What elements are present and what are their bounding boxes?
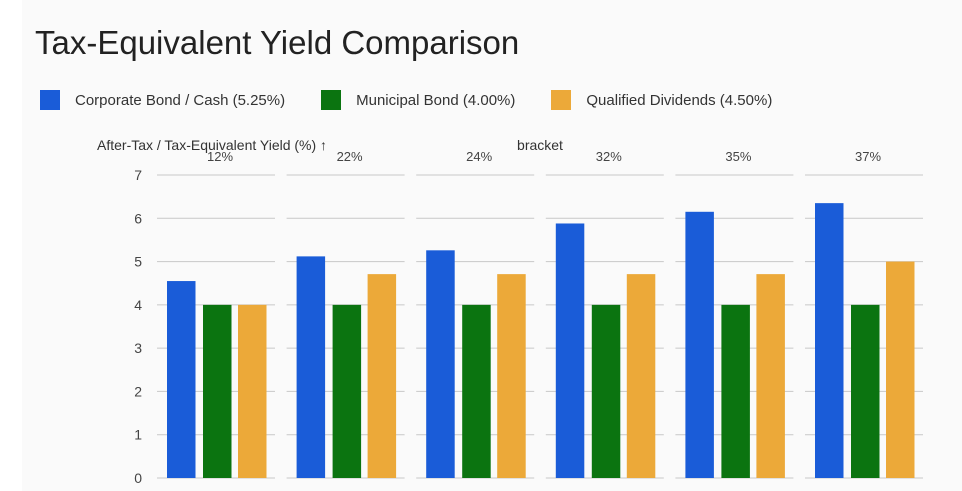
bar bbox=[167, 281, 196, 478]
legend-label: Qualified Dividends (4.50%) bbox=[586, 91, 773, 109]
bar bbox=[332, 304, 362, 478]
legend-item-corporate[interactable]: Corporate Bond / Cash (5.25%) bbox=[40, 90, 285, 110]
y-tick-label: 6 bbox=[134, 210, 142, 226]
bar bbox=[462, 304, 491, 478]
y-tick-label: 3 bbox=[134, 340, 142, 356]
chart-title: Tax-Equivalent Yield Comparison bbox=[35, 24, 520, 61]
y-tick-label: 4 bbox=[134, 297, 142, 313]
bar bbox=[851, 304, 880, 478]
bar bbox=[886, 261, 915, 478]
facet-label: 35% bbox=[725, 149, 751, 164]
y-tick-label: 0 bbox=[134, 470, 142, 486]
bar bbox=[626, 274, 656, 478]
bar bbox=[815, 203, 844, 478]
bar bbox=[721, 304, 750, 478]
legend-label: Corporate Bond / Cash (5.25%) bbox=[75, 91, 286, 109]
legend-swatch bbox=[321, 90, 342, 110]
bar bbox=[238, 304, 267, 478]
legend-swatch bbox=[551, 90, 572, 110]
bar bbox=[555, 223, 585, 478]
y-axis-title: After-Tax / Tax-Equivalent Yield (%) ↑ bbox=[97, 137, 327, 153]
legend-item-municipal[interactable]: Municipal Bond (4.00%) bbox=[321, 90, 515, 110]
bar bbox=[591, 304, 621, 478]
facet-label: 37% bbox=[855, 149, 881, 164]
bar bbox=[203, 304, 232, 478]
bar bbox=[426, 250, 455, 478]
facet-label: 12% bbox=[207, 149, 233, 164]
bar bbox=[296, 256, 326, 478]
y-tick-label: 5 bbox=[134, 254, 142, 270]
bar bbox=[497, 274, 526, 478]
y-tick-label: 1 bbox=[134, 427, 142, 443]
bar bbox=[756, 274, 785, 478]
bar bbox=[685, 211, 714, 479]
bar bbox=[367, 274, 397, 478]
facet-label: 24% bbox=[466, 149, 492, 164]
facet-label: 22% bbox=[337, 149, 363, 164]
legend-item-dividends[interactable]: Qualified Dividends (4.50%) bbox=[551, 90, 772, 110]
y-tick-label: 7 bbox=[134, 167, 142, 183]
facet-variable-label: bracket bbox=[517, 137, 563, 153]
legend-label: Municipal Bond (4.00%) bbox=[356, 91, 516, 109]
legend: Corporate Bond / Cash (5.25%) Municipal … bbox=[40, 89, 808, 111]
facet-label: 32% bbox=[596, 149, 622, 164]
legend-swatch bbox=[40, 90, 60, 110]
y-tick-label: 2 bbox=[134, 383, 142, 399]
